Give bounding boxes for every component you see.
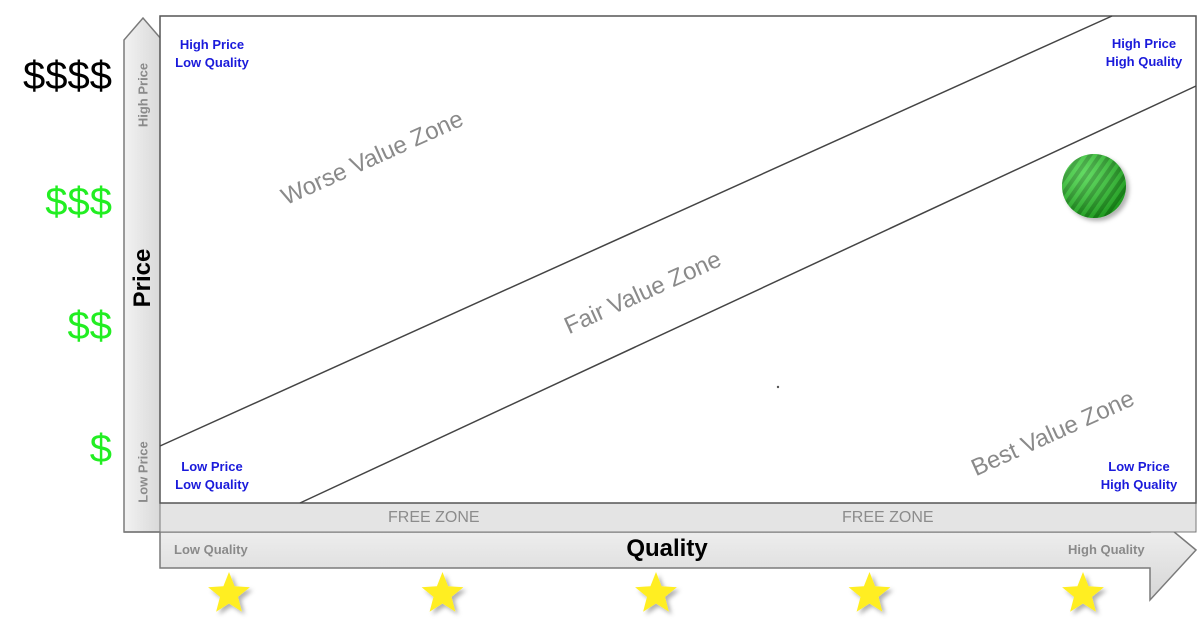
price-axis-title: Price [129,248,156,308]
price-level-1: $ [89,427,112,471]
free-zone-band [159,502,1197,533]
price-level-4: $$$$ [23,54,112,98]
plot-area [159,15,1197,504]
price-level-2: $$ [67,304,113,348]
corner-bottom-left-line1: Low Price [181,459,243,474]
free-zone-label-right: FREE ZONE [842,509,934,526]
corner-top-right: High Price High Quality [1094,35,1194,71]
free-zone-label-left: FREE ZONE [388,509,480,526]
corner-top-left-line2: Low Quality [175,55,249,70]
star-icon [1062,572,1104,612]
corner-bottom-right: Low Price High Quality [1089,458,1189,494]
low-quality-axis-label: Low Quality [174,542,248,557]
star-icon [635,572,677,612]
product-marker [1062,154,1126,218]
low-price-axis-label: Low Price [135,441,151,503]
high-quality-axis-label: High Quality [1068,542,1145,557]
lower-zone-boundary [299,85,1197,504]
corner-top-right-line1: High Price [1111,36,1177,51]
star-icon [208,572,250,612]
price-level-3: $$$ [45,180,112,224]
stray-dot [776,385,780,389]
corner-bottom-left-line2: Low Quality [175,477,249,492]
corner-bottom-right-line1: Low Price [1108,459,1170,474]
high-price-axis-label: High Price [135,62,151,128]
star-icon [421,572,464,612]
corner-top-left: High Price Low Quality [164,36,260,72]
corner-top-right-line2: High Quality [1105,54,1183,69]
corner-bottom-right-line2: High Quality [1100,477,1178,492]
quality-stars [208,572,1104,612]
corner-top-left-line1: High Price [179,37,245,52]
quality-axis-title: Quality [626,535,708,562]
corner-bottom-left: Low Price Low Quality [164,458,260,494]
star-icon [848,572,891,612]
upper-zone-boundary [159,15,1113,447]
